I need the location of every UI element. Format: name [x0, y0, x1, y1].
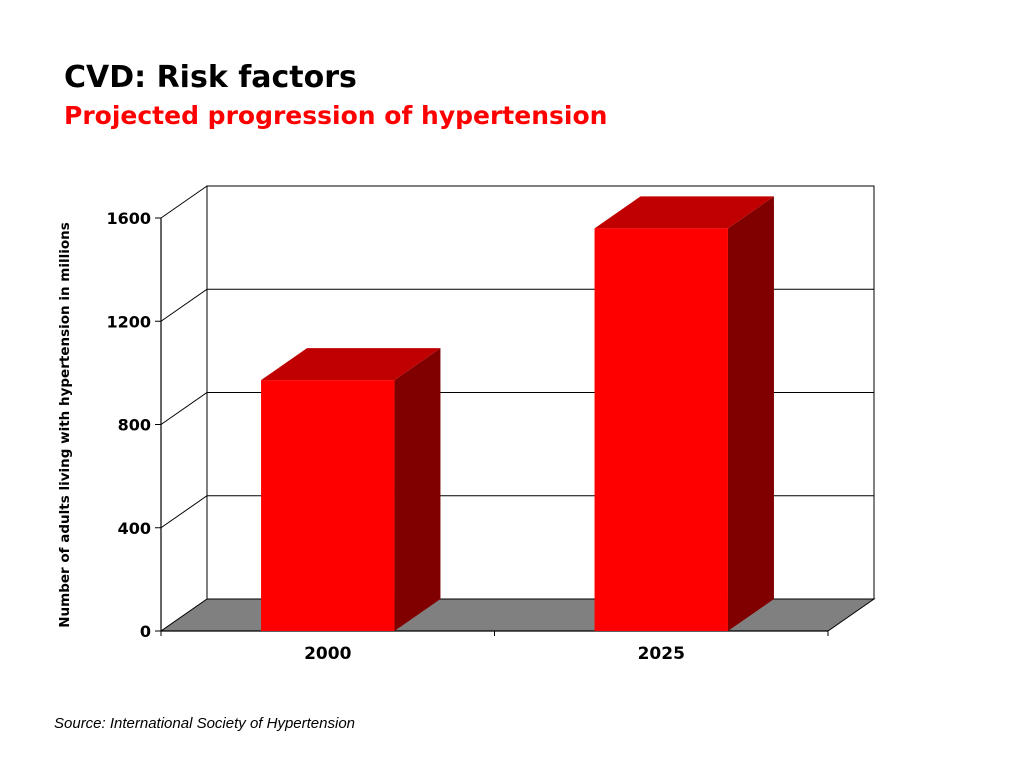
bar-top-face: [594, 196, 774, 229]
wall-edge: [160, 185, 208, 219]
x-tick-label: 2000: [304, 644, 351, 664]
bar: [261, 348, 441, 631]
x-tick-labels: 2000 2025: [304, 644, 685, 664]
y-tick-label: 400: [118, 519, 151, 538]
y-tick-label: 800: [118, 416, 151, 435]
slide-subtitle: Projected progression of hypertension: [64, 101, 608, 130]
x-tick-label: 2025: [638, 644, 685, 664]
source-note: Source: International Society of Hyperte…: [54, 715, 356, 732]
bar-front-face: [594, 228, 728, 631]
bar-top-face: [261, 348, 441, 381]
bar: [594, 196, 774, 631]
y-tick-label: 1200: [106, 312, 151, 331]
slide-title: CVD: Risk factors: [64, 60, 357, 95]
bars: [261, 196, 774, 631]
y-tick-label: 0: [140, 622, 151, 641]
bar-side-face: [394, 348, 441, 631]
y-tick-label: 1600: [106, 209, 151, 228]
bar-front-face: [261, 380, 395, 631]
bar-side-face: [727, 196, 774, 631]
y-tick-labels: 0 400 800 1200 1600: [106, 209, 151, 641]
y-axis-label: Number of adults living with hypertensio…: [57, 222, 73, 628]
